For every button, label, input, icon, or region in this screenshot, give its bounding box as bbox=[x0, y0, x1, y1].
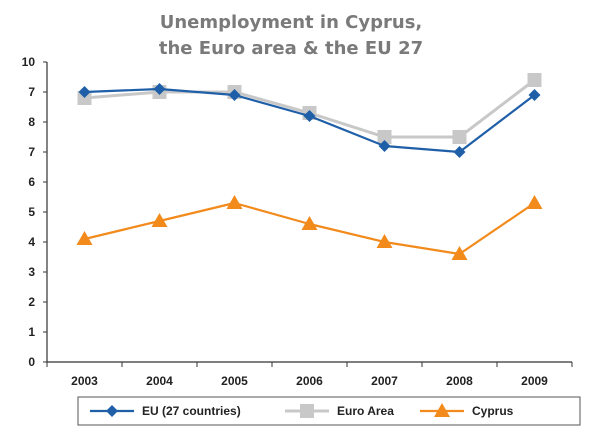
x-tick-label: 2005 bbox=[221, 374, 248, 388]
data-point-cyprus bbox=[226, 195, 243, 209]
data-point-cyprus bbox=[526, 195, 543, 209]
data-point-cyprus bbox=[301, 216, 318, 230]
x-tick-label: 2006 bbox=[296, 374, 323, 388]
x-axis: 2003 2004 2005 2006 2007 2008 2009 bbox=[46, 361, 573, 388]
data-point-cyprus bbox=[451, 246, 468, 260]
y-tick-label: 1 bbox=[28, 325, 35, 339]
data-point-eu-27-countries bbox=[78, 86, 91, 98]
y-tick-label: 4 bbox=[28, 235, 35, 249]
data-point-cyprus bbox=[151, 213, 168, 227]
data-point-cyprus bbox=[76, 231, 93, 245]
data-point-euro-area bbox=[377, 130, 392, 144]
y-tick-label: 7 bbox=[28, 85, 35, 99]
data-point-eu-27-countries bbox=[153, 83, 166, 95]
x-tick-label: 2007 bbox=[371, 374, 398, 388]
legend-marker bbox=[300, 404, 314, 418]
y-axis: 0 1 2 3 4 5 6 7 8 7 10 bbox=[22, 55, 48, 369]
data-point-cyprus bbox=[376, 234, 393, 248]
y-tick-label: 7 bbox=[28, 145, 35, 159]
y-tick-label: 0 bbox=[28, 355, 35, 369]
y-tick-label: 2 bbox=[28, 295, 35, 309]
x-tick-label: 2004 bbox=[146, 374, 173, 388]
legend-item-eu-27-countries: EU (27 countries) bbox=[90, 404, 241, 418]
legend-item-euro-area: Euro Area bbox=[285, 404, 394, 418]
y-tick-label: 3 bbox=[28, 265, 35, 279]
data-point-euro-area bbox=[527, 73, 542, 87]
chart-title-line-1: Unemployment in Cyprus, bbox=[160, 12, 423, 33]
legend-label: Euro Area bbox=[337, 404, 394, 418]
y-tick-label: 10 bbox=[22, 55, 36, 69]
data-point-eu-27-countries bbox=[453, 146, 466, 158]
series-euro-area bbox=[77, 73, 542, 144]
x-tick-label: 2003 bbox=[71, 374, 98, 388]
data-point-eu-27-countries bbox=[303, 110, 316, 122]
legend-label: Cyprus bbox=[472, 404, 514, 418]
data-point-eu-27-countries bbox=[528, 89, 541, 101]
legend: EU (27 countries) Euro Area Cyprus bbox=[77, 396, 581, 426]
legend-label: EU (27 countries) bbox=[142, 404, 241, 418]
legend-marker bbox=[434, 403, 450, 417]
y-tick-label: 5 bbox=[28, 205, 35, 219]
series-cyprus bbox=[76, 195, 543, 260]
y-tick-label: 6 bbox=[28, 175, 35, 189]
data-point-eu-27-countries bbox=[378, 140, 391, 152]
x-tick-label: 2008 bbox=[446, 374, 473, 388]
legend-marker bbox=[106, 405, 118, 417]
data-point-euro-area bbox=[452, 130, 467, 144]
y-tick-label: 8 bbox=[28, 115, 35, 129]
legend-item-cyprus: Cyprus bbox=[420, 403, 514, 418]
series-eu-27-countries bbox=[78, 83, 541, 158]
x-tick-label: 2009 bbox=[521, 374, 548, 388]
data-point-eu-27-countries bbox=[228, 89, 241, 101]
series-group bbox=[76, 73, 543, 260]
chart-title-line-2: the Euro area & the EU 27 bbox=[159, 38, 423, 59]
